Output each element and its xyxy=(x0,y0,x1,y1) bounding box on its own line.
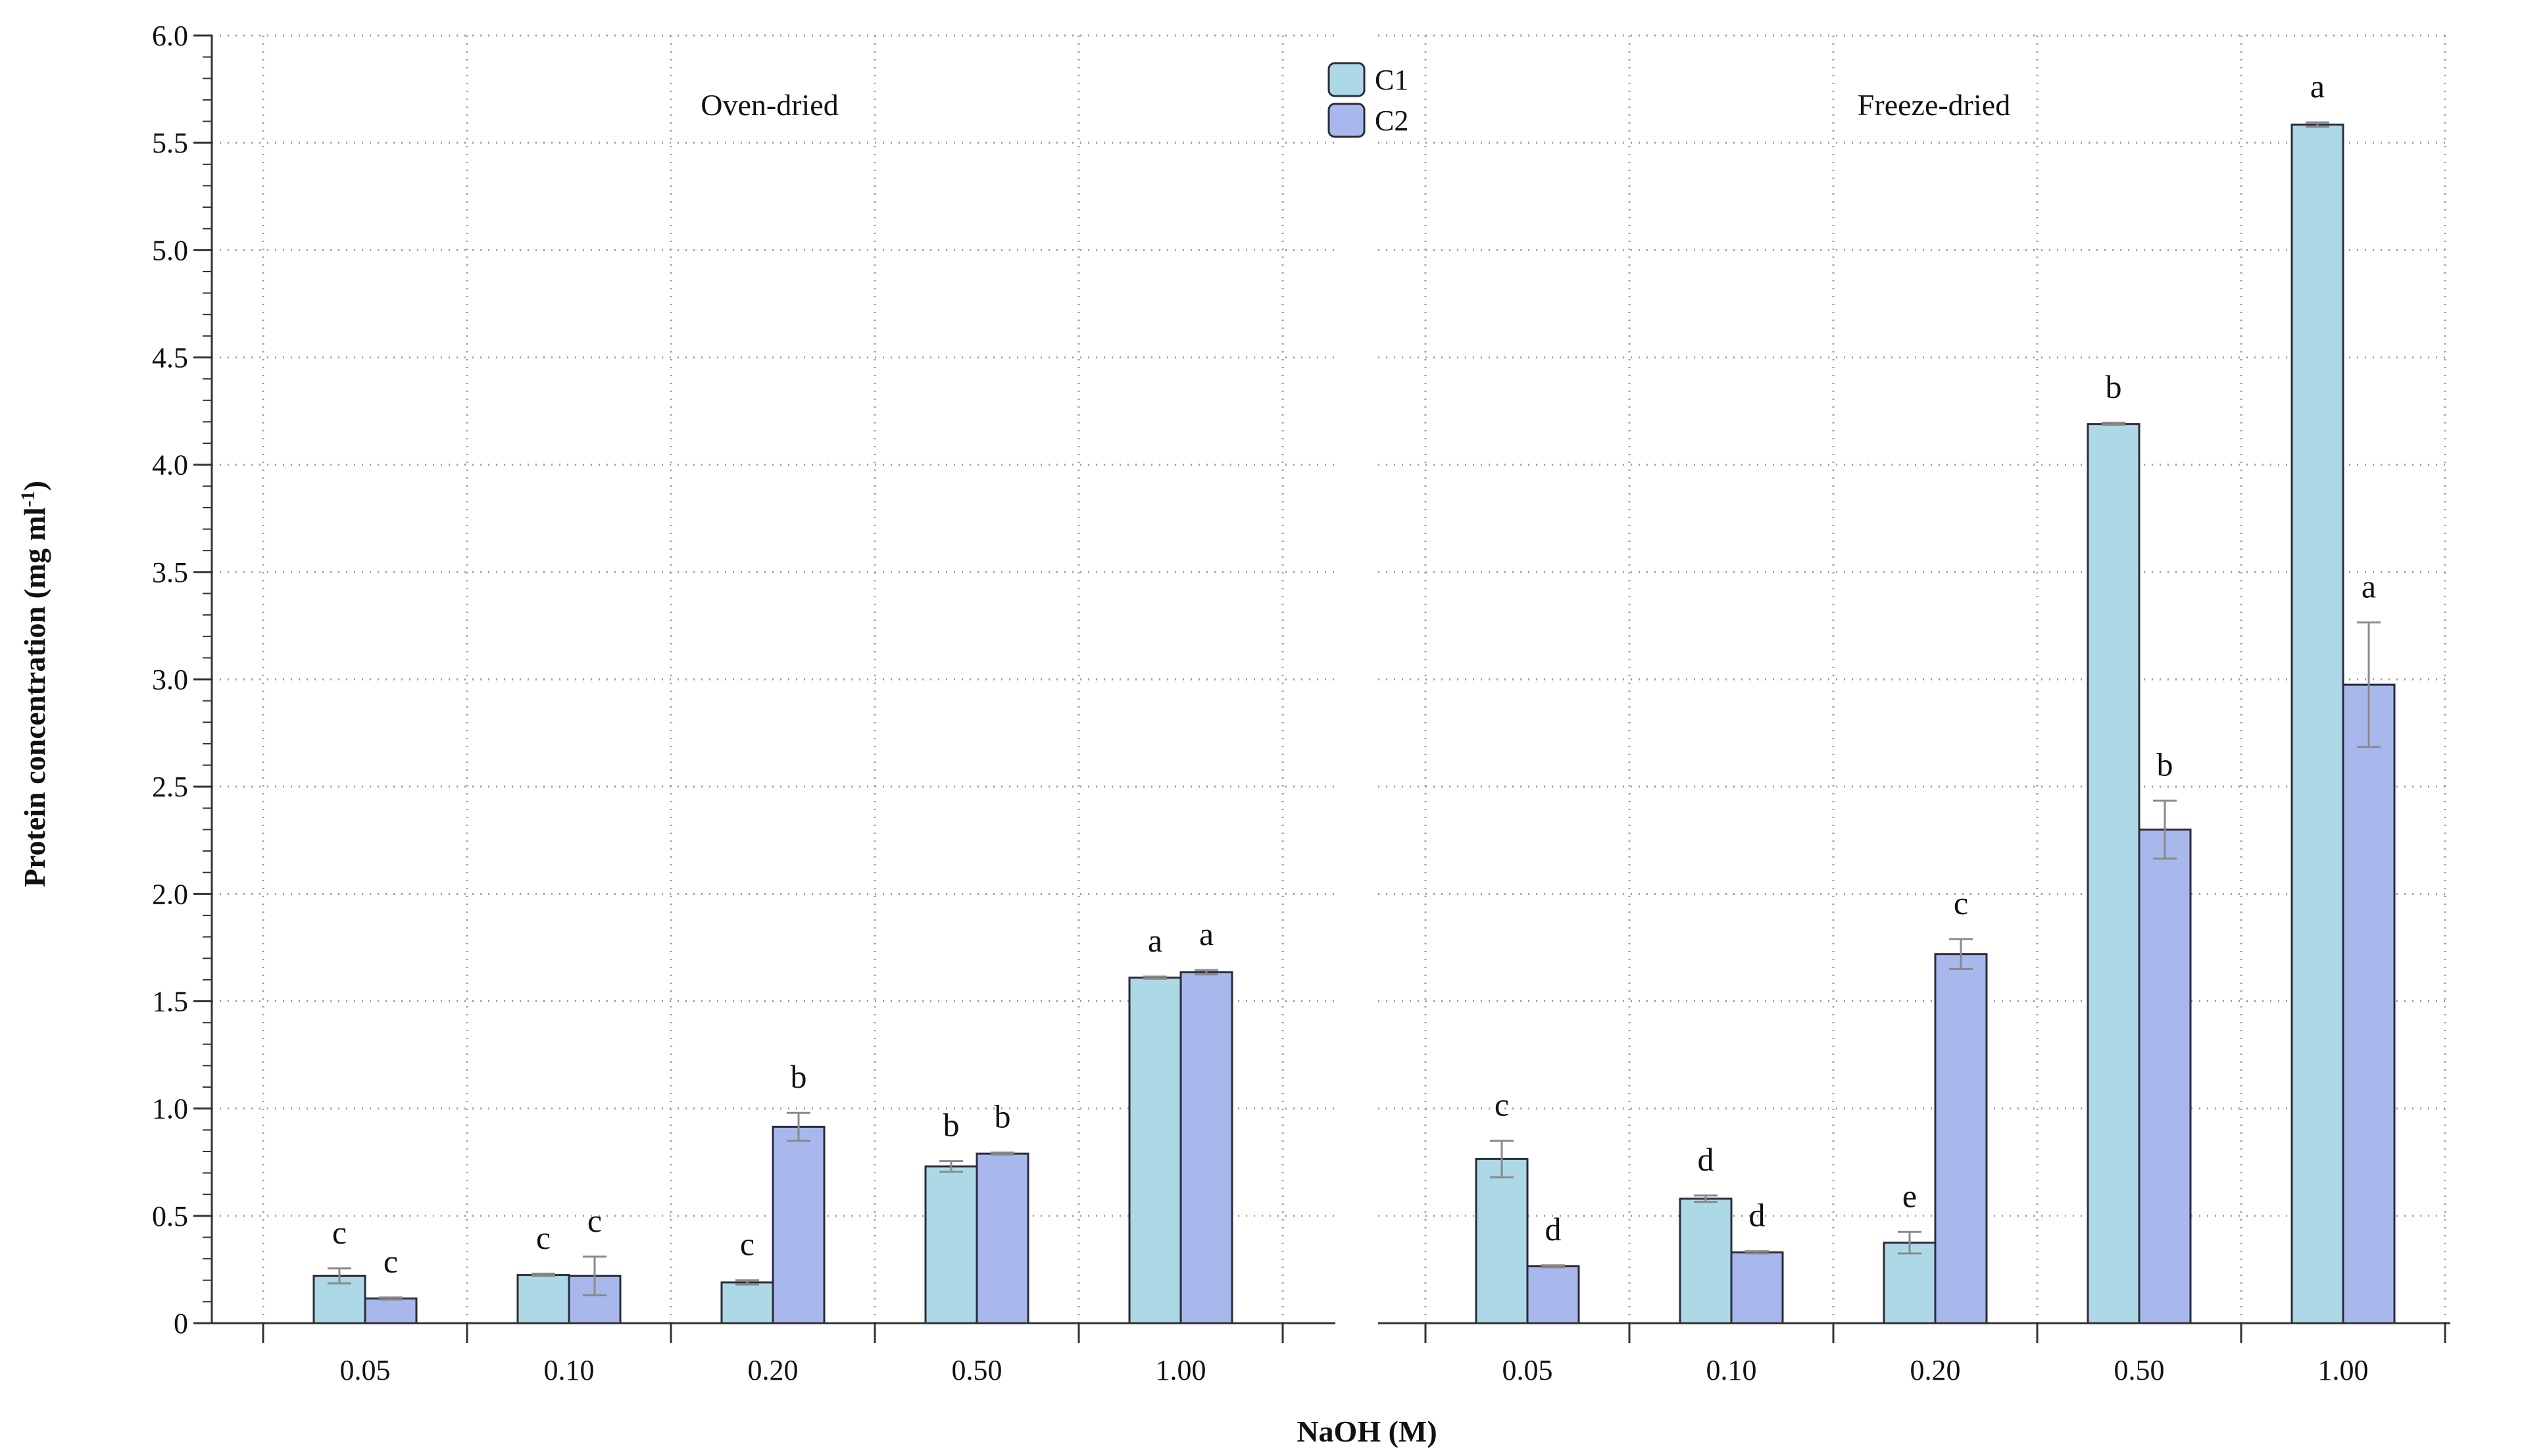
significance-label: c xyxy=(1495,1086,1509,1123)
y-axis-title: Protein concentration (mg ml-1) xyxy=(17,481,52,887)
panel-title: Freeze-dried xyxy=(1858,88,2010,122)
error-bar xyxy=(939,1160,963,1173)
y-tick-label: 1.0 xyxy=(152,1093,188,1125)
bar-c1 xyxy=(516,1274,570,1324)
error-bar xyxy=(328,1267,351,1285)
error-bar xyxy=(2102,422,2125,426)
significance-label: a xyxy=(2310,68,2325,105)
legend-label: C1 xyxy=(1375,64,1408,96)
error-bar xyxy=(2306,121,2329,128)
significance-label: b xyxy=(943,1107,960,1144)
error-bar xyxy=(991,1152,1014,1156)
significance-label: b xyxy=(2106,368,2122,405)
x-tick-label: 0.10 xyxy=(1706,1354,1757,1386)
y-tick-label: 5.0 xyxy=(152,234,188,266)
y-tick-label: 0 xyxy=(174,1307,188,1340)
error-bar xyxy=(1490,1140,1514,1178)
error-bar xyxy=(532,1273,555,1277)
y-tick-label: 2.5 xyxy=(152,771,188,803)
bar-c1 xyxy=(1128,977,1182,1324)
error-bar xyxy=(1195,969,1218,976)
error-bar xyxy=(1694,1194,1718,1203)
legend-label: C2 xyxy=(1375,105,1408,137)
significance-label: c xyxy=(1954,885,1968,921)
x-tick-label: 0.20 xyxy=(1910,1354,1961,1386)
labels: 0 0.5 1.0 1.5 2.0 2.5 3.0 3.5 4.0 4.5 5.0 5.5 6.0 Ove… xyxy=(17,20,2377,1448)
significance-label: a xyxy=(1199,915,1214,952)
significance-label: a xyxy=(1148,922,1162,959)
x-tick-label: 0.10 xyxy=(544,1354,595,1386)
grid-lines xyxy=(212,34,2450,1323)
bar-c1 xyxy=(1883,1242,1937,1324)
significance-label: d xyxy=(1698,1141,1714,1178)
y-tick-label: 2.0 xyxy=(152,878,188,910)
y-tick-label: 1.5 xyxy=(152,986,188,1018)
axes xyxy=(193,34,2450,1343)
y-tick-label: 3.5 xyxy=(152,556,188,589)
significance-label: c xyxy=(740,1226,755,1263)
x-tick-label: 0.20 xyxy=(748,1354,799,1386)
legend-swatch xyxy=(1327,62,1366,97)
x-axis-title: NaOH (M) xyxy=(1297,1415,1437,1448)
bar-c2 xyxy=(2342,683,2396,1324)
error-bar xyxy=(583,1255,606,1297)
legend-swatch xyxy=(1327,103,1366,138)
significance-label: d xyxy=(1749,1197,1766,1234)
significance-label: e xyxy=(1902,1177,1917,1214)
error-bar xyxy=(379,1296,403,1301)
y-tick-label: 0.5 xyxy=(152,1200,188,1232)
significance-label: c xyxy=(536,1219,551,1256)
y-tick-label: 5.5 xyxy=(152,127,188,159)
error-bar xyxy=(2357,621,2381,748)
bar-c1 xyxy=(2290,123,2344,1324)
bar-c1 xyxy=(924,1165,978,1324)
error-bar xyxy=(1745,1250,1769,1255)
y-tick-label: 4.0 xyxy=(152,449,188,481)
y-tick-label: 3.0 xyxy=(152,664,188,696)
significance-label: d xyxy=(1545,1211,1562,1248)
bar-c1 xyxy=(1475,1157,1529,1324)
significance-label: b xyxy=(995,1098,1011,1135)
x-tick-label: 1.00 xyxy=(1156,1354,1206,1386)
y-tick-label: 4.5 xyxy=(152,342,188,374)
significance-label: c xyxy=(587,1202,602,1239)
bar-c2 xyxy=(1179,971,1233,1324)
bar-c1 xyxy=(1679,1198,1733,1324)
error-bar xyxy=(735,1279,759,1286)
significance-label: c xyxy=(332,1214,347,1251)
x-tick-label: 0.50 xyxy=(2114,1354,2165,1386)
panel-title: Oven-dried xyxy=(701,88,838,122)
error-bar xyxy=(1949,938,1973,971)
bar-c1 xyxy=(720,1281,774,1324)
x-tick-label: 0.50 xyxy=(952,1354,1002,1386)
error-bar xyxy=(2153,799,2177,860)
bar-c2 xyxy=(364,1297,418,1324)
bar-c2 xyxy=(2138,828,2192,1324)
significance-label: c xyxy=(384,1243,398,1280)
y-tick-label: 6.0 xyxy=(152,20,188,52)
bar-c1 xyxy=(2087,423,2140,1324)
x-tick-label: 0.05 xyxy=(1502,1354,1553,1386)
error-bar xyxy=(787,1111,810,1142)
legend-item-c2: C2 xyxy=(1327,103,1408,138)
x-tick-label: 1.00 xyxy=(2318,1354,2369,1386)
bar-c2 xyxy=(1526,1265,1580,1324)
bar-c2 xyxy=(976,1152,1029,1324)
significance-label: b xyxy=(2157,746,2173,783)
significance-label: b xyxy=(791,1058,807,1095)
legend-item-c1: C1 xyxy=(1327,62,1408,97)
bar-c2 xyxy=(772,1125,826,1324)
error-bar xyxy=(1143,975,1167,980)
x-tick-label: 0.05 xyxy=(340,1354,391,1386)
error-bar xyxy=(1541,1264,1565,1269)
bar-c2 xyxy=(1730,1251,1784,1324)
bars xyxy=(312,121,2396,1324)
significance-label: a xyxy=(2362,568,2376,605)
bar-c2 xyxy=(1934,953,1988,1324)
error-bar xyxy=(1898,1230,1921,1255)
